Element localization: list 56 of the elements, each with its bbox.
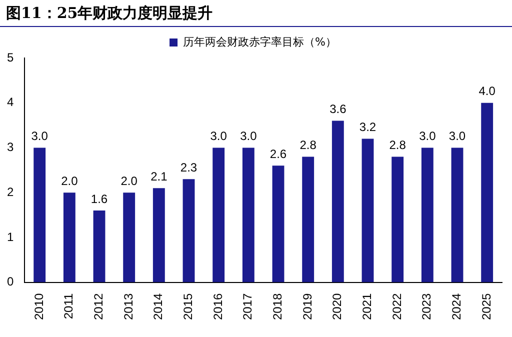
x-tick-label: 2017 <box>240 292 255 320</box>
y-tick-label: 5 <box>6 50 14 64</box>
bar <box>421 148 434 282</box>
bar <box>451 148 464 282</box>
bar <box>123 192 136 282</box>
y-tick-label: 0 <box>6 274 14 289</box>
data-label: 3.0 <box>240 129 258 144</box>
data-label: 2.8 <box>300 138 317 152</box>
bar <box>182 179 195 282</box>
bar <box>272 166 284 282</box>
data-label: 3.2 <box>359 120 376 134</box>
data-label: 2.3 <box>180 160 198 174</box>
data-label: 3.0 <box>419 129 436 144</box>
y-tick-label: 1 <box>6 230 14 244</box>
bar <box>63 192 76 282</box>
bar <box>93 210 106 282</box>
x-tick-label: 2021 <box>360 292 374 320</box>
data-label: 2.6 <box>270 146 287 161</box>
data-label: 1.6 <box>90 192 108 206</box>
x-tick-label: 2020 <box>330 292 344 320</box>
bar <box>332 120 344 282</box>
bar <box>392 156 404 282</box>
x-tick-label: 2010 <box>32 292 46 320</box>
data-label: 4.0 <box>478 84 496 98</box>
x-tick-label: 2025 <box>479 292 494 320</box>
x-tick-label: 2012 <box>92 292 106 320</box>
x-tick-label: 2022 <box>390 292 404 320</box>
chart-title: 图11：25年财政力度明显提升 <box>0 0 512 27</box>
bar <box>362 138 374 282</box>
x-tick-label: 2015 <box>181 292 196 320</box>
data-label: 2.0 <box>120 174 138 188</box>
x-tick-label: 2023 <box>420 292 434 320</box>
x-tick-label: 2013 <box>121 292 136 320</box>
data-label: 3.0 <box>31 129 48 144</box>
data-label: 2.0 <box>61 174 78 188</box>
data-label: 3.0 <box>210 129 228 144</box>
x-tick-label: 2018 <box>270 292 285 320</box>
x-tick-label: 2016 <box>210 292 225 320</box>
bar <box>34 148 46 282</box>
data-label: 2.8 <box>389 138 406 152</box>
bar <box>481 102 494 282</box>
y-tick-label: 2 <box>6 184 14 199</box>
data-label: 3.0 <box>448 129 466 144</box>
y-tick-label: 3 <box>6 140 14 154</box>
bar <box>302 156 314 282</box>
x-tick-label: 2014 <box>151 292 166 320</box>
y-tick-label: 4 <box>6 95 14 110</box>
x-tick-label: 2024 <box>450 292 464 320</box>
bar <box>212 148 225 282</box>
bar <box>152 188 165 282</box>
x-tick-label: 2011 <box>62 292 76 320</box>
bar <box>242 148 254 282</box>
x-tick-label: 2019 <box>300 292 314 320</box>
data-label: 3.6 <box>330 102 347 116</box>
data-label: 2.1 <box>150 169 168 184</box>
legend-label: 历年两会财政赤字率目标（%） <box>183 35 336 48</box>
